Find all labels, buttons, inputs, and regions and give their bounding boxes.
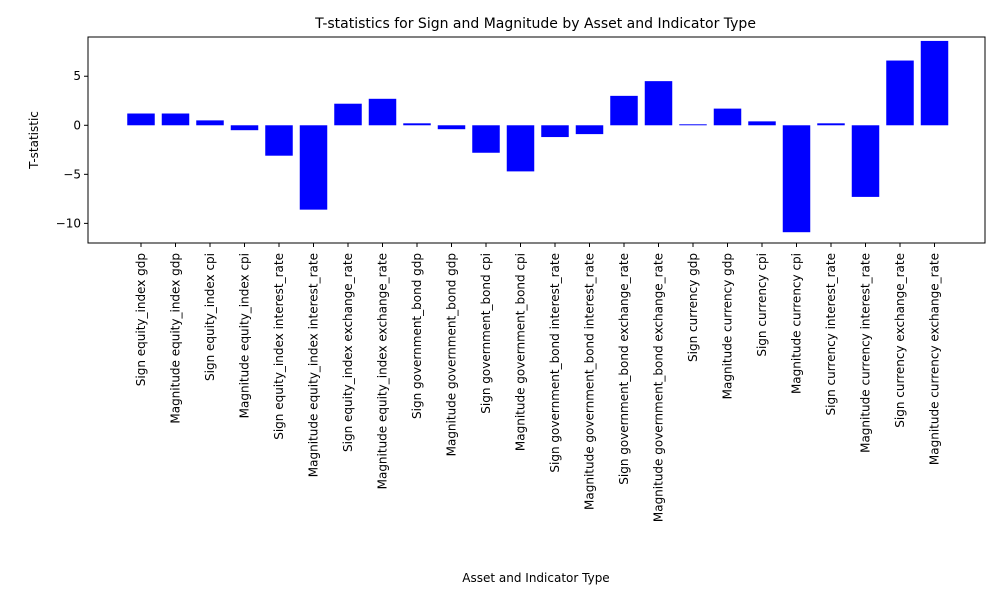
x-tick-label: Magnitude equity_index gdp bbox=[169, 253, 183, 424]
x-tick-label: Magnitude currency gdp bbox=[721, 253, 735, 399]
bar bbox=[506, 125, 535, 172]
bar bbox=[437, 125, 466, 130]
bar bbox=[541, 125, 569, 138]
bar bbox=[127, 113, 155, 126]
x-tick-label: Sign government_bond gdp bbox=[410, 253, 424, 419]
bar bbox=[610, 95, 638, 126]
y-tick-label: −10 bbox=[56, 216, 81, 230]
x-tick-label: Magnitude equity_index interest_rate bbox=[307, 253, 321, 477]
bar bbox=[644, 81, 673, 126]
y-tick-label: −5 bbox=[63, 167, 81, 181]
bar bbox=[196, 120, 224, 126]
bar bbox=[748, 121, 776, 126]
x-tick-label: Magnitude government_bond exchange_rate bbox=[652, 253, 666, 522]
x-tick-label: Magnitude equity_index cpi bbox=[238, 253, 252, 418]
x-tick-label: Magnitude currency interest_rate bbox=[859, 253, 873, 453]
x-tick-label: Sign equity_index interest_rate bbox=[272, 253, 286, 440]
bar bbox=[575, 125, 604, 135]
x-tick-label: Magnitude government_bond interest_rate bbox=[583, 253, 597, 510]
y-axis: −10 −5 0 5 bbox=[56, 69, 88, 230]
chart-title: T-statistics for Sign and Magnitude by A… bbox=[314, 16, 756, 32]
x-tick-label: Magnitude equity_index exchange_rate bbox=[376, 253, 390, 489]
bar bbox=[368, 98, 397, 126]
bar bbox=[679, 124, 707, 126]
bar bbox=[886, 60, 914, 126]
bars-group bbox=[127, 40, 949, 233]
x-tick-label: Sign currency cpi bbox=[755, 253, 769, 357]
y-axis-title: T-statistic bbox=[27, 111, 41, 170]
bar bbox=[782, 125, 811, 233]
x-axis-title: Asset and Indicator Type bbox=[462, 571, 609, 585]
bar bbox=[472, 125, 500, 153]
bar bbox=[299, 125, 328, 210]
x-axis: Sign equity_index gdp Magnitude equity_in… bbox=[134, 243, 942, 522]
x-tick-label: Sign equity_index exchange_rate bbox=[341, 253, 355, 452]
bar bbox=[230, 125, 259, 131]
x-tick-label: Sign government_bond interest_rate bbox=[548, 253, 562, 473]
x-tick-label: Magnitude currency exchange_rate bbox=[928, 253, 942, 465]
x-tick-label: Magnitude government_bond gdp bbox=[445, 253, 459, 456]
x-tick-label: Magnitude currency cpi bbox=[790, 253, 804, 394]
bar bbox=[817, 123, 845, 126]
x-tick-label: Sign government_bond exchange_rate bbox=[617, 253, 631, 485]
y-tick-label: 5 bbox=[73, 69, 81, 83]
x-tick-label: Sign currency interest_rate bbox=[824, 253, 838, 416]
x-tick-label: Magnitude government_bond cpi bbox=[514, 253, 528, 451]
y-tick-label: 0 bbox=[73, 118, 81, 132]
bar bbox=[403, 123, 431, 126]
x-tick-label: Sign equity_index cpi bbox=[203, 253, 217, 381]
x-tick-label: Sign currency exchange_rate bbox=[893, 253, 907, 428]
bar bbox=[334, 103, 362, 126]
bar bbox=[920, 40, 949, 126]
plot-frame bbox=[87, 36, 986, 244]
bar bbox=[851, 125, 880, 197]
x-tick-label: Sign equity_index gdp bbox=[134, 253, 148, 386]
x-tick-label: Sign government_bond cpi bbox=[479, 253, 493, 414]
bar bbox=[265, 125, 293, 156]
bar bbox=[161, 113, 190, 126]
bar bbox=[713, 108, 742, 126]
x-tick-label: Sign currency gdp bbox=[686, 253, 700, 362]
